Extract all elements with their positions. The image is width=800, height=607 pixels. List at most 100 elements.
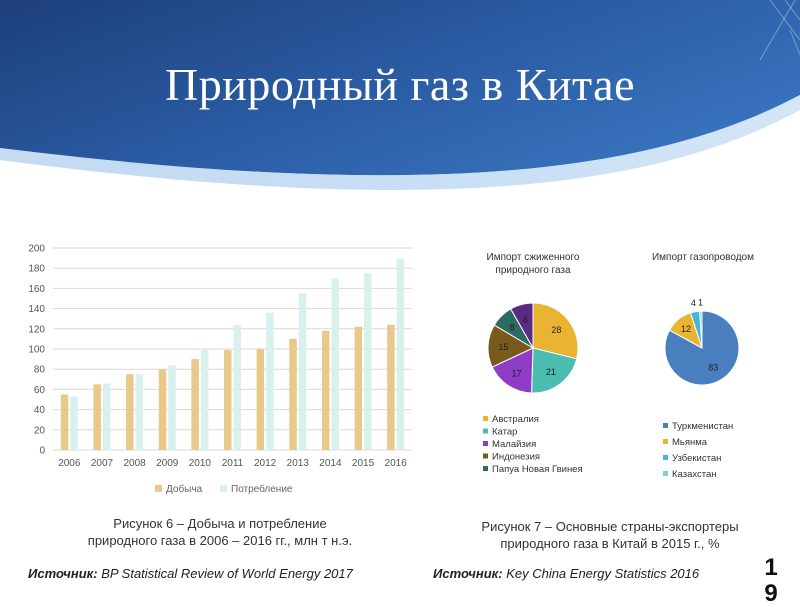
pie-slice xyxy=(531,347,578,394)
pie-slice xyxy=(664,310,740,386)
bar-consumption xyxy=(233,324,241,450)
bar-y-tick-label: 40 xyxy=(34,405,46,416)
pie-slice xyxy=(532,302,579,360)
bar-chart: 0 20 40 60 80 100 120 140 160 180 200 2006 2007 2008… xyxy=(28,244,412,495)
figure6-caption-line1: Рисунок 6 – Добыча и потребление xyxy=(113,516,327,531)
source-right: Источник: Key China Energy Statistics 20… xyxy=(433,566,699,581)
bar-production xyxy=(387,324,395,450)
pie1-legend-label: Австралия xyxy=(492,414,539,425)
page-number-digit-1: 1 xyxy=(764,554,778,581)
pie2-title: Импорт газопроводом xyxy=(652,252,754,263)
pie2-legend-label: Мьянма xyxy=(672,437,708,448)
pie-data-label: 8 xyxy=(510,322,515,332)
pie2-legend-label: Туркменистан xyxy=(672,421,733,432)
figure7-caption-line2: природного газа в Китай в 2015 г., % xyxy=(500,536,720,551)
bar-y-tick-label: 60 xyxy=(34,385,46,396)
source-left: Источник: BP Statistical Review of World… xyxy=(28,566,353,581)
pie1-legend-label: Индонезия xyxy=(492,452,540,463)
pie1-legend-swatch xyxy=(483,453,488,459)
pie-chart-lng-import: Импорт сжиженного природного газа 28 21 17… xyxy=(483,252,583,475)
bar-x-tick-label: 2010 xyxy=(189,458,212,469)
bar-consumption xyxy=(331,278,339,450)
bar-production xyxy=(354,326,363,450)
bar-consumption xyxy=(135,374,144,450)
bar-y-tick-label: 100 xyxy=(28,345,45,356)
bar-legend-label: Потребление xyxy=(231,483,293,495)
pie-data-label: 12 xyxy=(681,324,691,334)
pie-data-label: 17 xyxy=(512,368,522,378)
pie-slice xyxy=(491,347,534,394)
pie-data-label: 8 xyxy=(523,315,528,325)
pie1-title-line2: природного газа xyxy=(495,265,571,276)
pie2-legend-label: Казахстан xyxy=(672,469,717,480)
bar-production xyxy=(321,330,330,450)
pie1-legend-swatch xyxy=(483,441,488,446)
bar-consumption xyxy=(266,312,274,450)
bar-x-tick-label: 2007 xyxy=(91,458,114,469)
bar-x-tick-label: 2008 xyxy=(123,458,146,469)
bar-legend-swatch xyxy=(220,485,227,492)
source-right-text: Key China Energy Statistics 2016 xyxy=(506,566,700,581)
bar-consumption xyxy=(70,396,78,450)
bar-consumption xyxy=(168,365,176,450)
pie-data-label: 21 xyxy=(546,367,556,377)
bar-x-tick-label: 2014 xyxy=(319,458,342,469)
pie-slice xyxy=(699,310,703,349)
pie2-legend-label: Узбекистан xyxy=(672,453,721,464)
bar-chart-x-ticks: 2006 2007 2008 2009 2010 2011 2012 2013 2014 2015… xyxy=(58,458,407,469)
pie1-legend-label: Папуа Новая Гвинея xyxy=(492,464,583,475)
bar-y-tick-label: 180 xyxy=(28,264,45,275)
bar-x-tick-label: 2009 xyxy=(156,458,179,469)
bar-y-tick-label: 20 xyxy=(34,425,46,436)
bar-production xyxy=(256,349,265,450)
pie2-legend-swatch xyxy=(663,439,668,444)
bar-consumption xyxy=(102,383,111,450)
pie1-legend-swatch xyxy=(483,416,488,421)
pie1-legend-label: Катар xyxy=(492,427,517,438)
pie-data-label: 1 xyxy=(698,297,703,307)
pie2-legend: Туркменистан Мьянма Узбекистан Казахстан xyxy=(663,421,733,480)
bar-chart-bars xyxy=(60,259,405,450)
pie1-legend-label: Малайзия xyxy=(492,439,536,450)
slide-title: Природный газ в Китае xyxy=(164,59,636,110)
bar-chart-y-ticks: 0 20 40 60 80 100 120 140 160 180 200 xyxy=(28,244,45,457)
bar-production xyxy=(60,394,69,450)
figure7-caption-line1: Рисунок 7 – Основные страны-экспортеры xyxy=(481,519,739,534)
bar-production xyxy=(224,350,232,450)
bar-y-tick-label: 160 xyxy=(28,284,45,295)
pie1-legend-swatch xyxy=(483,466,488,471)
bar-production xyxy=(126,374,134,450)
bar-x-tick-label: 2013 xyxy=(287,458,310,469)
pie2-legend-swatch xyxy=(663,423,668,428)
header-background xyxy=(0,0,800,190)
bar-x-tick-label: 2011 xyxy=(222,458,244,469)
bar-production xyxy=(191,359,199,450)
pie1-title-line1: Импорт сжиженного xyxy=(487,252,580,263)
bar-chart-gridlines xyxy=(53,247,412,451)
pie2-legend-swatch xyxy=(663,471,668,476)
bar-production xyxy=(93,384,101,450)
bar-consumption xyxy=(396,259,405,450)
bar-y-tick-label: 120 xyxy=(28,324,45,335)
pie-data-label: 83 xyxy=(708,363,718,373)
header-banner: Природный газ в Китае xyxy=(0,0,800,215)
bar-production xyxy=(289,338,297,450)
pie-data-label: 28 xyxy=(551,325,561,335)
bar-chart-legend: Добыча Потребление xyxy=(155,483,293,495)
pie1-legend-swatch xyxy=(483,428,488,434)
bar-legend-swatch xyxy=(155,485,162,492)
bar-consumption xyxy=(298,293,307,450)
bar-consumption xyxy=(200,349,209,450)
bar-legend-label: Добыча xyxy=(166,483,203,495)
bar-y-tick-label: 80 xyxy=(34,365,46,376)
figure6-caption: Рисунок 6 – Добыча и потребление природн… xyxy=(40,515,400,549)
bar-x-tick-label: 2006 xyxy=(58,458,81,469)
pie2-legend-swatch xyxy=(663,455,668,460)
bar-y-tick-label: 0 xyxy=(39,446,45,457)
bar-y-tick-label: 200 xyxy=(28,244,45,255)
pie-data-label: 4 xyxy=(691,298,696,308)
source-right-label: Источник: xyxy=(433,566,503,581)
bar-x-tick-label: 2015 xyxy=(352,458,375,469)
figure7-caption: Рисунок 7 – Основные страны-экспортеры п… xyxy=(440,518,780,552)
